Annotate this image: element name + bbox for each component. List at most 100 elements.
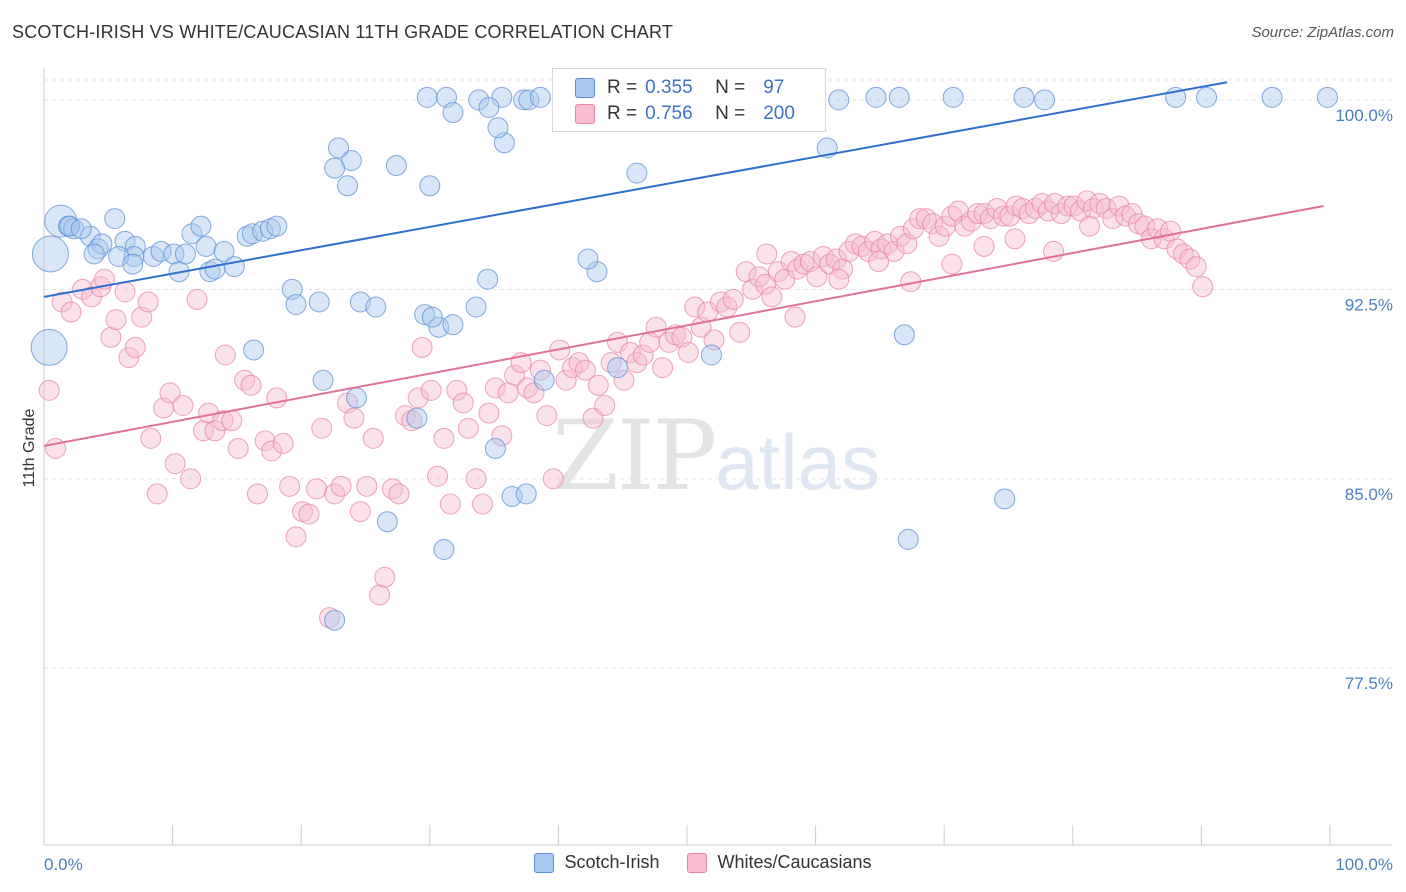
data-point <box>577 248 599 270</box>
data-point <box>594 395 616 417</box>
data-point <box>1079 215 1101 237</box>
legend-r-label: R = <box>607 103 638 124</box>
data-point <box>529 86 551 108</box>
data-point <box>928 225 950 247</box>
data-point <box>243 339 265 361</box>
legend-swatch-whites-caucasians <box>575 104 595 124</box>
bottom-legend-swatch-scotch-irish <box>534 852 555 873</box>
data-point <box>941 253 963 275</box>
data-point <box>261 440 283 462</box>
data-point <box>266 215 288 237</box>
data-point <box>487 117 509 139</box>
data-point <box>420 379 442 401</box>
legend-row-scotch-irish: R = 0.355 N = 97 <box>575 75 784 101</box>
bottom-legend-item-whites-caucasians: Whites/Caucasians <box>687 852 872 873</box>
data-point <box>308 291 330 313</box>
data-point <box>700 344 722 366</box>
data-point <box>468 89 490 111</box>
data-point <box>1192 276 1214 298</box>
chart-title: SCOTCH-IRISH VS WHITE/CAUCASIAN 11TH GRA… <box>12 22 674 42</box>
data-point <box>150 240 172 262</box>
data-point <box>343 407 365 429</box>
data-point <box>100 326 122 348</box>
data-point <box>967 203 989 225</box>
data-point <box>1102 208 1124 230</box>
data-point <box>457 417 479 439</box>
data-point <box>172 395 194 417</box>
data-point <box>1013 86 1035 108</box>
data-point <box>38 379 60 401</box>
data-point <box>311 417 333 439</box>
data-point <box>536 405 558 427</box>
data-point <box>327 137 349 159</box>
data-point <box>369 584 391 606</box>
data-point <box>298 503 320 525</box>
data-point <box>421 306 443 328</box>
data-point <box>542 468 564 490</box>
data-point <box>1316 86 1338 108</box>
data-point <box>324 157 346 179</box>
data-point <box>652 357 674 379</box>
trend-line <box>43 81 1228 298</box>
series-whites-caucasians-points <box>38 190 1214 629</box>
data-point <box>428 316 450 338</box>
data-point <box>212 410 234 432</box>
legend-r-value: 0.355 <box>645 77 693 98</box>
data-point <box>254 430 276 452</box>
data-point <box>888 86 910 108</box>
watermark-zip: ZIP <box>552 400 717 512</box>
data-point <box>306 478 328 500</box>
data-point <box>349 501 371 523</box>
data-point <box>336 175 358 197</box>
data-point <box>533 369 555 391</box>
data-point <box>632 344 654 366</box>
data-point <box>806 266 828 288</box>
data-point <box>934 215 956 237</box>
data-point <box>204 258 226 280</box>
data-point <box>897 528 919 550</box>
data-point <box>619 341 641 363</box>
data-point <box>406 407 428 429</box>
data-point <box>555 369 577 391</box>
y-tick-label: 77.5% <box>1345 674 1393 693</box>
data-point <box>213 240 235 262</box>
data-point <box>868 251 890 273</box>
data-point <box>452 392 474 414</box>
data-point <box>374 566 396 588</box>
data-point <box>376 511 398 533</box>
data-point <box>30 328 68 366</box>
data-point <box>477 268 499 290</box>
data-point <box>433 538 455 560</box>
data-point <box>472 493 494 515</box>
legend-r-label: R = <box>607 77 638 98</box>
data-point <box>446 379 468 401</box>
data-point <box>1121 203 1143 225</box>
data-point <box>362 427 384 449</box>
data-point <box>754 273 776 295</box>
data-point <box>221 410 243 432</box>
data-point <box>356 475 378 497</box>
data-point <box>272 432 294 454</box>
data-point <box>1108 195 1130 217</box>
data-point <box>994 488 1016 510</box>
data-point <box>388 483 410 505</box>
data-point <box>70 218 92 240</box>
data-point <box>411 336 433 358</box>
data-point <box>181 223 203 245</box>
data-point <box>587 374 609 396</box>
data-point <box>756 243 778 265</box>
data-point <box>104 208 126 230</box>
data-point <box>266 387 288 409</box>
data-point <box>893 324 915 346</box>
legend-r-value: 0.756 <box>645 103 693 124</box>
x-tick-label-max: 100.0% <box>1335 855 1393 874</box>
y-tick-label: 100.0% <box>1335 106 1393 125</box>
data-point <box>108 245 130 267</box>
data-point <box>433 427 455 449</box>
data-point <box>1147 218 1169 240</box>
data-point <box>223 256 245 278</box>
y-tick-label: 85.0% <box>1345 485 1393 504</box>
data-point <box>190 215 212 237</box>
data-point <box>465 468 487 490</box>
